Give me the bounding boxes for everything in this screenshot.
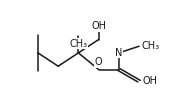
Text: CH₃: CH₃ bbox=[142, 41, 160, 51]
Text: N: N bbox=[115, 48, 122, 58]
Text: OH: OH bbox=[91, 21, 106, 31]
Text: OH: OH bbox=[143, 76, 157, 86]
Text: CH₃: CH₃ bbox=[69, 39, 88, 49]
Text: O: O bbox=[95, 57, 102, 67]
